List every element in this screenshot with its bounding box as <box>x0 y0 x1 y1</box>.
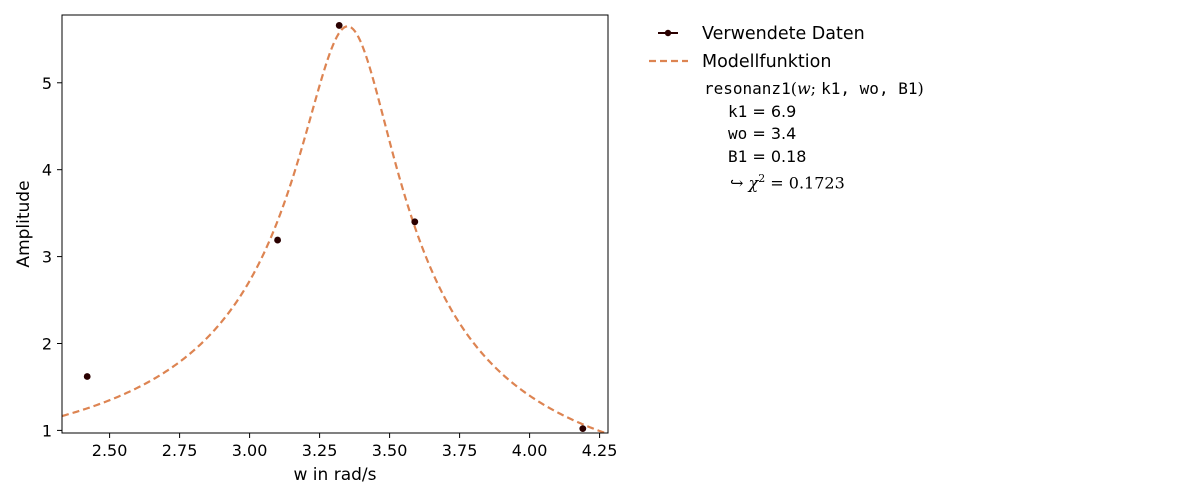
x-axis-label: w in rad/s <box>294 465 377 485</box>
model-function-signature: resonanz1(w; k1, wo, B1) <box>704 79 924 98</box>
chi-exponent: 2 <box>758 172 766 185</box>
fit-param-k1: k1 = 6.9 <box>728 101 797 121</box>
legend-label-model: Modellfunktion <box>702 52 832 72</box>
y-tick-label: 4 <box>42 161 52 180</box>
x-axis-ticks: 2.50 2.75 3.00 3.25 3.50 3.75 4.00 4.25 <box>92 433 618 460</box>
param-name: k1 <box>728 101 748 121</box>
chi-squared: ↪ χ2 = 0.1723 <box>730 172 845 193</box>
y-tick-label: 2 <box>42 334 52 353</box>
x-tick-label: 3.00 <box>232 441 268 460</box>
chart: 2.50 2.75 3.00 3.25 3.50 3.75 4.00 4.25 1 2 3 4 5 w… <box>14 14 618 485</box>
x-tick-label: 4.00 <box>512 441 548 460</box>
data-point <box>411 218 419 226</box>
function-name: resonanz1 <box>704 79 791 98</box>
x-tick-label: 2.75 <box>162 441 198 460</box>
model-line-swatch <box>648 48 688 76</box>
y-axis-ticks: 1 2 3 4 5 <box>42 74 62 440</box>
data-point <box>274 236 281 244</box>
data-marker-swatch <box>648 20 688 48</box>
plot-frame <box>61 14 609 434</box>
x-tick-label: 4.25 <box>582 441 618 460</box>
data-point <box>579 425 587 433</box>
legend-item-data: Verwendete Daten <box>648 20 1188 48</box>
legend-label-data: Verwendete Daten <box>702 24 865 44</box>
x-tick-label: 3.75 <box>442 441 478 460</box>
data-points-layer <box>83 22 587 433</box>
fit-results: resonanz1(w; k1, wo, B1) k1 = 6.9 wo = 3… <box>704 78 1188 195</box>
chi-symbol: χ <box>748 173 759 193</box>
fit-param-b1: B1 = 0.18 <box>728 146 807 166</box>
function-params: k1, wo, B1 <box>821 79 918 98</box>
param-name: B1 <box>728 146 748 166</box>
data-point <box>335 22 343 29</box>
legend: Verwendete Daten Modellfunktion resonanz… <box>648 20 1188 195</box>
model-curve <box>62 25 608 433</box>
param-value: 3.4 <box>770 124 797 143</box>
data-point <box>83 373 91 380</box>
model-curve-layer <box>62 25 608 433</box>
hook-arrow-icon: ↪ <box>730 173 744 193</box>
x-tick-label: 2.50 <box>92 441 128 460</box>
y-tick-label: 1 <box>42 421 52 440</box>
legend-item-model: Modellfunktion <box>648 48 1188 76</box>
param-name: wo <box>728 124 748 143</box>
param-value: 6.9 <box>770 101 797 121</box>
x-tick-label: 3.25 <box>302 441 338 460</box>
function-variable: w <box>796 79 811 98</box>
y-tick-label: 3 <box>42 248 52 267</box>
y-tick-label: 5 <box>42 74 52 93</box>
chi-value: 0.1723 <box>788 173 845 193</box>
x-tick-label: 3.50 <box>372 441 408 460</box>
param-value: 0.18 <box>770 146 807 166</box>
fit-param-wo: wo = 3.4 <box>728 124 797 143</box>
y-axis-label: Amplitude <box>14 180 34 267</box>
